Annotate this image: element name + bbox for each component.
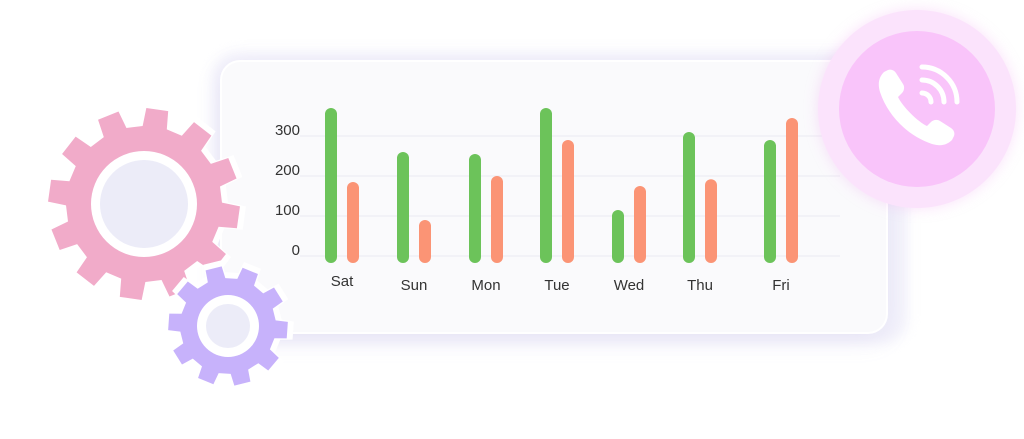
x-tick-label: Wed (614, 277, 645, 294)
y-tick-label: 100 (275, 202, 300, 219)
y-tick-label: 200 (275, 162, 300, 179)
phone-badge[interactable] (839, 31, 995, 187)
x-tick-label: Mon (471, 277, 500, 294)
y-tick-label: 0 (292, 242, 300, 259)
y-tick-label: 300 (275, 122, 300, 139)
bar-series-1-sat (325, 108, 337, 263)
x-axis: Sat Sun Mon Tue Wed Thu Fri (331, 273, 790, 294)
phone-ringing-icon (878, 64, 960, 146)
bar-series-2-mon (491, 176, 503, 263)
x-tick-label: Tue (544, 277, 569, 294)
bars (325, 108, 798, 263)
bar-series-1-wed (612, 210, 624, 263)
bar-series-2-sun (419, 220, 431, 263)
x-tick-label: Fri (772, 277, 790, 294)
y-axis: 0 100 200 300 (275, 122, 300, 259)
bar-series-1-mon (469, 154, 481, 263)
bar-series-1-thu (683, 132, 695, 263)
bar-series-1-fri (764, 140, 776, 263)
bar-series-1-tue (540, 108, 552, 263)
gear-large-icon (42, 102, 246, 306)
gear-small-icon (162, 260, 294, 392)
bar-series-2-tue (562, 140, 574, 263)
x-tick-label: Sat (331, 273, 354, 290)
bar-series-2-sat (347, 182, 359, 263)
bar-series-2-fri (786, 118, 798, 263)
bar-series-2-thu (705, 179, 717, 263)
x-tick-label: Sun (401, 277, 428, 294)
x-tick-label: Thu (687, 277, 713, 294)
bar-series-1-sun (397, 152, 409, 263)
bar-series-2-wed (634, 186, 646, 263)
